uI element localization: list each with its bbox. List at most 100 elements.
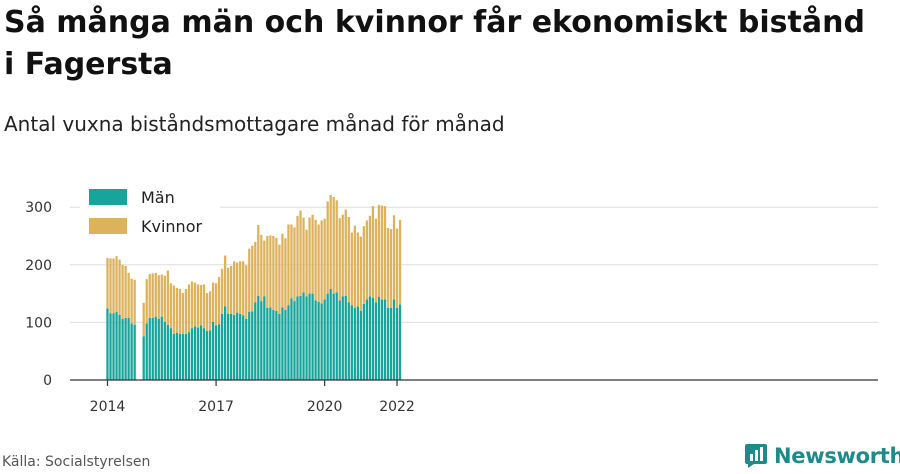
bar-men (124, 317, 127, 380)
bar-women (371, 206, 375, 298)
bar-women (386, 227, 390, 308)
stacked-bar-chart: 0 100 200 300 2014 2017 2020 2022 Män Kvinnor (25, 184, 878, 415)
bar-women (368, 215, 372, 297)
bar-men (199, 325, 203, 380)
bar-men (148, 317, 151, 380)
bar-men (166, 324, 169, 380)
bar-men (341, 296, 344, 380)
bar-men (371, 297, 375, 380)
bar-men (293, 301, 296, 380)
bar-men (217, 324, 221, 380)
legend-label: Kvinnor (141, 217, 202, 236)
bar-men (245, 318, 248, 380)
bar-men (368, 296, 372, 380)
bar-women (362, 226, 366, 304)
bar-men (332, 293, 335, 380)
bar-women (263, 240, 266, 297)
bar-men (305, 296, 308, 380)
bar-men (344, 295, 347, 380)
bars (106, 195, 402, 380)
bar-women (326, 201, 329, 294)
bar-women (320, 220, 323, 304)
x-tick-label: 2017 (198, 399, 234, 415)
bar-women (190, 281, 194, 329)
y-tick-label: 200 (25, 258, 52, 274)
bar-men (329, 288, 332, 380)
bar-women (374, 218, 378, 303)
bar-men (175, 332, 179, 380)
bar-women (257, 225, 260, 296)
brand-name: Newsworthy (774, 444, 900, 468)
bar-men (269, 307, 272, 380)
bar-women (214, 283, 218, 326)
y-tick-label: 300 (25, 200, 52, 216)
bar-women (350, 232, 353, 306)
bar-women (389, 229, 393, 308)
bar-men (290, 298, 293, 380)
source-note: Källa: Socialstyrelsen (2, 454, 151, 470)
bar-men (223, 306, 227, 380)
bar-women (383, 206, 387, 300)
legend-label: Män (141, 188, 175, 207)
bar-women (109, 258, 112, 314)
bar-men (275, 310, 278, 380)
bar-men (230, 313, 233, 380)
bar-women (287, 224, 290, 306)
bar-women (311, 214, 314, 294)
bar-women (157, 275, 160, 319)
page-title: Så många män och kvinnor får ekonomiskt … (4, 5, 865, 82)
bar-men (181, 333, 185, 380)
bar-men (374, 302, 378, 380)
legend: Män Kvinnor (80, 184, 220, 242)
bar-men (335, 292, 338, 380)
bar-women (178, 288, 182, 334)
bar-men (287, 305, 290, 380)
bar-women (175, 287, 179, 333)
bar-women (223, 255, 227, 307)
bar-men (263, 296, 266, 380)
bar-women (338, 218, 341, 301)
bar-men (278, 313, 281, 380)
bar-women (251, 245, 254, 312)
bar-women (133, 279, 136, 325)
page-subtitle: Antal vuxna biståndsmottagare månad för … (4, 112, 505, 136)
bar-women (329, 195, 332, 289)
bar-men (320, 303, 323, 380)
bar-men (157, 318, 160, 380)
bar-men (398, 304, 402, 380)
bar-men (163, 321, 166, 380)
bar-men (220, 313, 224, 380)
bar-women (112, 258, 115, 314)
x-tick-label: 2020 (307, 399, 343, 415)
bar-women (305, 229, 308, 297)
bar-men (115, 312, 118, 380)
bar-men (239, 313, 242, 380)
bar-women (154, 272, 157, 317)
brand-logo: Newsworthy (744, 441, 900, 471)
bar-women (236, 262, 239, 313)
bar-men (214, 325, 218, 380)
legend-swatch (89, 218, 127, 234)
bar-men (353, 308, 356, 380)
bar-women (239, 261, 242, 314)
bar-women (341, 214, 344, 297)
bar-women (284, 238, 287, 310)
bar-women (335, 200, 338, 293)
bar-women (172, 285, 176, 334)
bar-men (184, 333, 188, 380)
bar-women (187, 284, 191, 333)
y-tick-label: 100 (25, 315, 52, 331)
bar-women (184, 288, 188, 334)
bar-men (112, 313, 115, 380)
bar-men (362, 303, 366, 380)
bar-women (106, 257, 109, 309)
y-tick-label: 0 (43, 373, 52, 389)
bar-men (323, 299, 326, 380)
bar-men (193, 326, 197, 380)
bar-women (299, 210, 302, 296)
bar-women (395, 228, 399, 308)
bar-women (293, 227, 296, 302)
bar-women (211, 282, 215, 322)
bar-men (130, 323, 133, 380)
bar-men (356, 306, 359, 380)
